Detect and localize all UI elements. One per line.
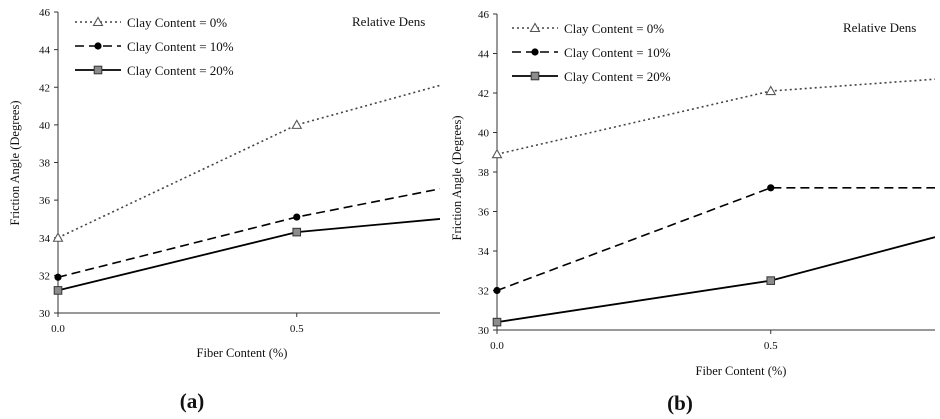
data-point	[767, 184, 775, 192]
y-tick-label: 46	[39, 7, 51, 19]
legend-marker	[94, 42, 102, 50]
annotation: Relative Dens	[843, 20, 916, 35]
data-point	[492, 317, 502, 327]
y-tick-label: 42	[478, 88, 489, 100]
y-axis-label: Friction Angle (Degrees)	[8, 101, 22, 226]
y-tick-label: 32	[478, 286, 489, 298]
legend-marker	[93, 65, 103, 75]
y-tick-label: 38	[39, 158, 51, 170]
legend-marker	[530, 71, 540, 81]
y-tick-label: 34	[478, 246, 490, 258]
data-point	[52, 232, 64, 242]
y-tick-label: 46	[478, 9, 490, 21]
annotation: Relative Dens	[352, 14, 425, 29]
y-tick-label: 38	[478, 167, 490, 179]
x-tick-label: 0.0	[51, 323, 65, 335]
data-point	[493, 286, 501, 295]
x-tick-label: 0.5	[764, 340, 778, 352]
panel-label: (b)	[667, 391, 693, 415]
y-tick-label: 40	[39, 120, 51, 132]
legend: Clay Content = 0% Clay Content = 10% Clay …	[75, 15, 234, 78]
panel-label: (a)	[180, 389, 205, 413]
series-line-3	[496, 236, 935, 323]
y-tick-label: 32	[39, 270, 50, 282]
x-axis-label: Fiber Content (%)	[197, 346, 288, 360]
series-line-1	[496, 78, 935, 156]
chart-panel-1: 30 32 34 36 38 40 42 44 46 0.0 0.5 Clay Content = 0…	[8, 7, 440, 413]
y-tick-label: 44	[478, 49, 490, 61]
data-point	[291, 119, 303, 129]
y-tick-label: 36	[478, 207, 490, 219]
data-point	[491, 148, 503, 159]
legend-entry: Clay Content = 20%	[127, 63, 234, 78]
chart-panel-2: 30 32 34 36 38 40 42 44 46 0.0 0.5 Clay Content = 0…	[450, 9, 935, 415]
data-point	[766, 276, 776, 285]
y-tick-label: 36	[39, 195, 51, 207]
series-line-2	[57, 188, 440, 279]
data-point	[292, 227, 302, 237]
y-tick-label: 34	[39, 233, 51, 245]
data-point	[293, 213, 301, 221]
y-tick-label: 44	[39, 45, 51, 57]
data-point	[765, 85, 777, 96]
series-group	[491, 78, 935, 327]
y-tick-label: 40	[478, 128, 490, 140]
series-line-2	[496, 187, 935, 292]
y-tick-label: 30	[39, 308, 51, 320]
legend-entry: Clay Content = 20%	[564, 69, 671, 84]
legend-marker	[92, 16, 104, 27]
legend-entry: Clay Content = 10%	[127, 39, 234, 54]
x-tick-label: 0.5	[290, 323, 304, 335]
data-point	[53, 286, 63, 295]
y-tick-label: 30	[478, 325, 490, 337]
y-tick-label: 42	[39, 82, 50, 94]
series-line-1	[57, 84, 440, 239]
y-axis-label: Friction Angle (Degrees)	[450, 116, 464, 241]
data-point	[54, 273, 62, 281]
legend-marker	[529, 22, 541, 33]
x-tick-label: 0.0	[490, 340, 504, 352]
legend-entry: Clay Content = 0%	[127, 15, 227, 30]
legend-marker	[531, 48, 539, 56]
x-axis-label: Fiber Content (%)	[696, 364, 787, 378]
legend: Clay Content = 0% Clay Content = 10% Clay …	[512, 21, 671, 84]
legend-entry: Clay Content = 10%	[564, 45, 671, 60]
legend-entry: Clay Content = 0%	[564, 21, 664, 36]
series-group	[52, 84, 440, 295]
